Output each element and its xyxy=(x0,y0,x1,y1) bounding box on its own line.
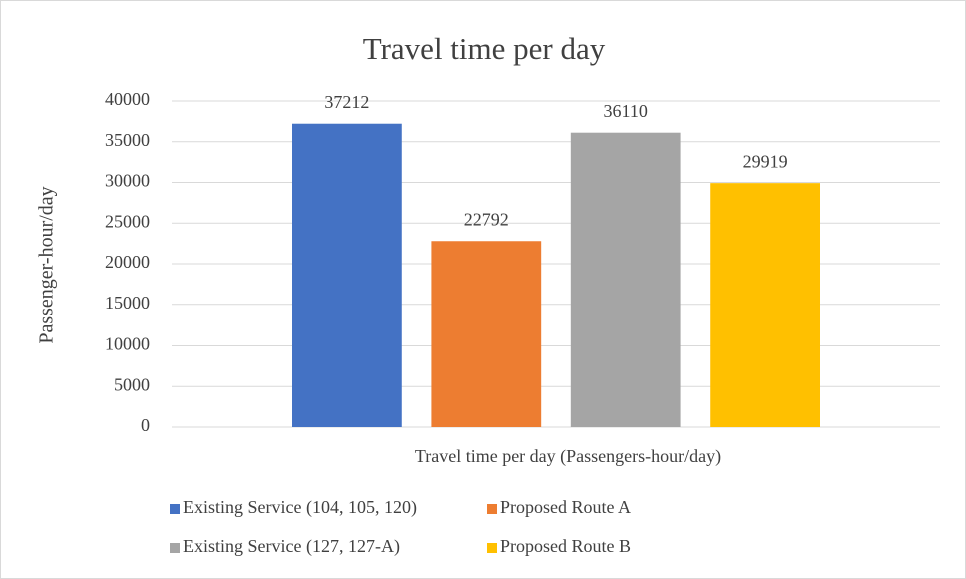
y-tick-label: 20000 xyxy=(105,252,150,272)
chart-title: Travel time per day xyxy=(363,31,606,66)
bar xyxy=(292,123,402,427)
legend-label: Existing Service (127, 127-A) xyxy=(183,536,400,557)
y-tick-label: 0 xyxy=(141,415,150,435)
legend-label: Proposed Route A xyxy=(500,497,631,517)
data-label: 29919 xyxy=(743,151,788,171)
y-axis-label: Passenger-hour/day xyxy=(36,186,58,343)
y-tick-label: 35000 xyxy=(105,130,150,150)
y-tick-label: 25000 xyxy=(105,211,150,231)
y-tick-label: 40000 xyxy=(105,89,150,109)
data-label: 36110 xyxy=(604,101,648,121)
data-label: 22792 xyxy=(464,209,509,229)
y-tick-label: 10000 xyxy=(105,334,150,354)
legend-swatch xyxy=(170,543,180,553)
bar xyxy=(570,132,681,428)
bar xyxy=(431,241,542,427)
legend-label: Proposed Route B xyxy=(500,536,631,556)
y-tick-label: 5000 xyxy=(114,374,150,394)
bar xyxy=(710,183,820,427)
y-tick-label: 30000 xyxy=(105,171,150,191)
legend-label: Existing Service (104, 105, 120) xyxy=(183,497,417,518)
x-tick-label: Travel time per day (Passengers-hour/day… xyxy=(415,446,721,467)
legend-swatch xyxy=(170,504,180,514)
legend-swatch xyxy=(487,504,497,514)
data-label: 37212 xyxy=(324,92,369,112)
legend-swatch xyxy=(487,543,497,553)
y-tick-label: 15000 xyxy=(105,293,150,313)
